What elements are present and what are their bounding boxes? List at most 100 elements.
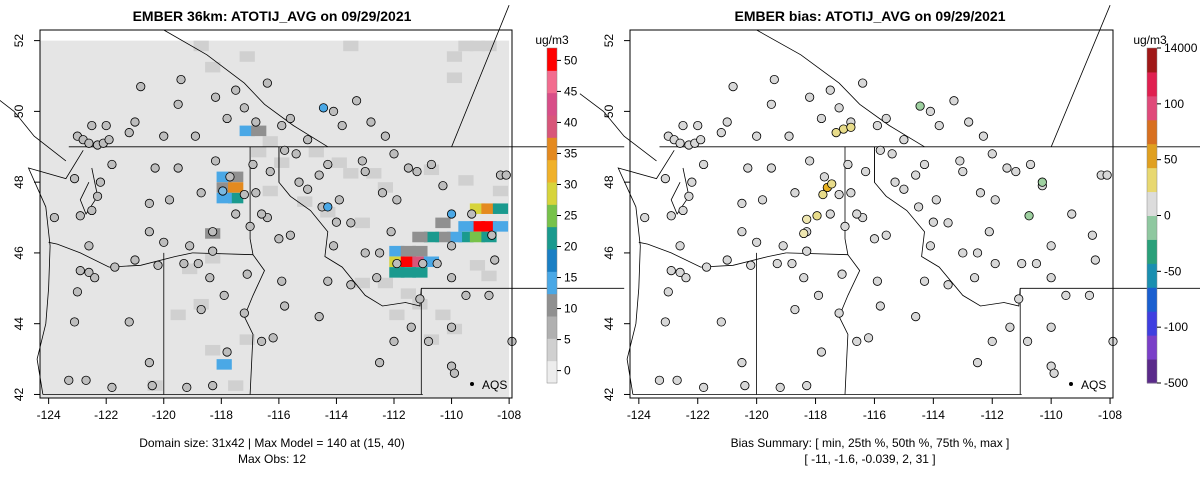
aqs-site-marker [846, 188, 856, 198]
bias-colored-marker [827, 179, 837, 189]
y-tick-label: 52 [12, 34, 26, 48]
grid-cell [193, 298, 209, 310]
y-tick-label: 50 [12, 104, 26, 118]
aqs-site-marker [136, 82, 146, 92]
aqs-site-marker [501, 170, 511, 180]
colorbar-tick-label: 30 [564, 177, 578, 191]
aqs-site-marker [872, 276, 882, 286]
aqs-site-marker [911, 170, 921, 180]
aqs-site-marker [775, 382, 785, 392]
border-line [838, 146, 861, 395]
grid-cell [446, 72, 463, 84]
aqs-site-marker [490, 255, 500, 265]
aqs-site-marker [1046, 322, 1056, 332]
aqs-site-marker [107, 382, 117, 392]
right-aqs-legend-label: AQS [1081, 378, 1106, 392]
right-colorbar-unit: ug/m3 [1133, 33, 1167, 47]
aqs-site-marker [208, 381, 218, 391]
model-map-plot-area [0, 5, 625, 399]
colorbar-tick-label: 15 [564, 271, 578, 285]
aqs-site-marker [955, 156, 965, 166]
colorbar-tick-label: -50 [1164, 264, 1182, 278]
aqs-site-marker [943, 218, 953, 228]
aqs-site-marker [303, 184, 313, 194]
aqs-site-marker [987, 149, 997, 159]
aqs-site-marker [1102, 170, 1112, 180]
aqs-site-marker [182, 382, 192, 392]
aqs-site-marker [875, 301, 885, 311]
colorbar-swatch [547, 182, 557, 205]
grid-cell [481, 203, 497, 214]
aqs-site-marker [92, 191, 103, 201]
aqs-site-marker [423, 336, 434, 346]
colorbar-tick-label: 5 [564, 333, 571, 347]
grid-cell [251, 125, 267, 137]
aqs-site-marker [144, 198, 154, 208]
aqs-site-marker [386, 227, 396, 237]
aqs-site-marker [392, 195, 402, 205]
political-borders [579, 5, 1200, 395]
grid-cell [412, 245, 428, 257]
border-line [874, 146, 1021, 307]
colorbar-swatch [547, 137, 557, 161]
aqs-site-marker [911, 312, 921, 322]
x-tick-label: -116 [863, 408, 886, 422]
border-line [79, 167, 99, 215]
colorbar-tick-label: 50 [564, 53, 578, 67]
left-colorbar: ug/m3 0 5 10 15 20 25 30 35 40 45 50 [535, 33, 578, 384]
aqs-site-marker [746, 260, 756, 270]
left-caption-line1: Domain size: 31x42 | Max Model = 140 at … [139, 436, 405, 450]
aqs-site-marker [978, 131, 989, 141]
aqs-site-marker [640, 212, 650, 223]
bias-colored-marker [1024, 211, 1034, 221]
y-tick-label: 42 [602, 387, 616, 401]
aqs-site-marker [375, 358, 385, 368]
aqs-site-marker [1031, 258, 1042, 269]
colorbar-tick-label: 14000 [1164, 41, 1198, 55]
aqs-site-marker [262, 78, 272, 88]
aqs-site-marker [72, 287, 83, 297]
border-line [670, 167, 690, 215]
aqs-site-marker [696, 135, 706, 145]
aqs-site-marker [185, 241, 195, 251]
aqs-site-marker [863, 333, 874, 343]
left-aqs-legend-label: AQS [482, 378, 507, 392]
colorbar-swatch [547, 204, 557, 228]
colorbar-swatch [547, 316, 557, 339]
aqs-site-marker [294, 177, 304, 187]
aqs-site-marker [972, 358, 983, 368]
border-line [163, 29, 329, 148]
aqs-site-marker [389, 336, 399, 346]
aqs-site-marker [672, 375, 682, 385]
grid-cell [458, 221, 474, 232]
grid-cell [331, 157, 347, 168]
aqs-site-marker [173, 163, 183, 173]
colorbar-swatch [1147, 215, 1157, 240]
aqs-site-marker [231, 209, 241, 219]
x-tick-label: -122 [686, 408, 710, 422]
aqs-site-marker [684, 191, 694, 201]
aqs-site-marker [248, 159, 258, 170]
aqs-site-marker [49, 212, 59, 223]
aqs-site-marker [701, 262, 712, 272]
aqs-site-marker [208, 227, 218, 237]
colorbar-swatch [547, 92, 557, 116]
aqs-site-marker [1067, 209, 1077, 219]
aqs-site-marker [934, 120, 944, 131]
aqs-site-marker [799, 273, 809, 283]
aqs-site-marker [784, 131, 794, 141]
grid-cell [458, 231, 474, 243]
aqs-site-marker [869, 234, 880, 244]
aqs-site-marker [303, 135, 313, 145]
aqs-site-marker [890, 177, 900, 187]
aqs-site-marker [757, 195, 768, 205]
aqs-site-marker [766, 163, 776, 173]
aqs-site-marker [737, 227, 747, 237]
border-line [756, 29, 925, 148]
aqs-site-marker [722, 117, 732, 127]
aqs-site-marker [346, 280, 356, 290]
grid-cell [400, 245, 417, 257]
x-tick-label: -110 [440, 408, 463, 422]
aqs-site-marker [861, 166, 871, 177]
